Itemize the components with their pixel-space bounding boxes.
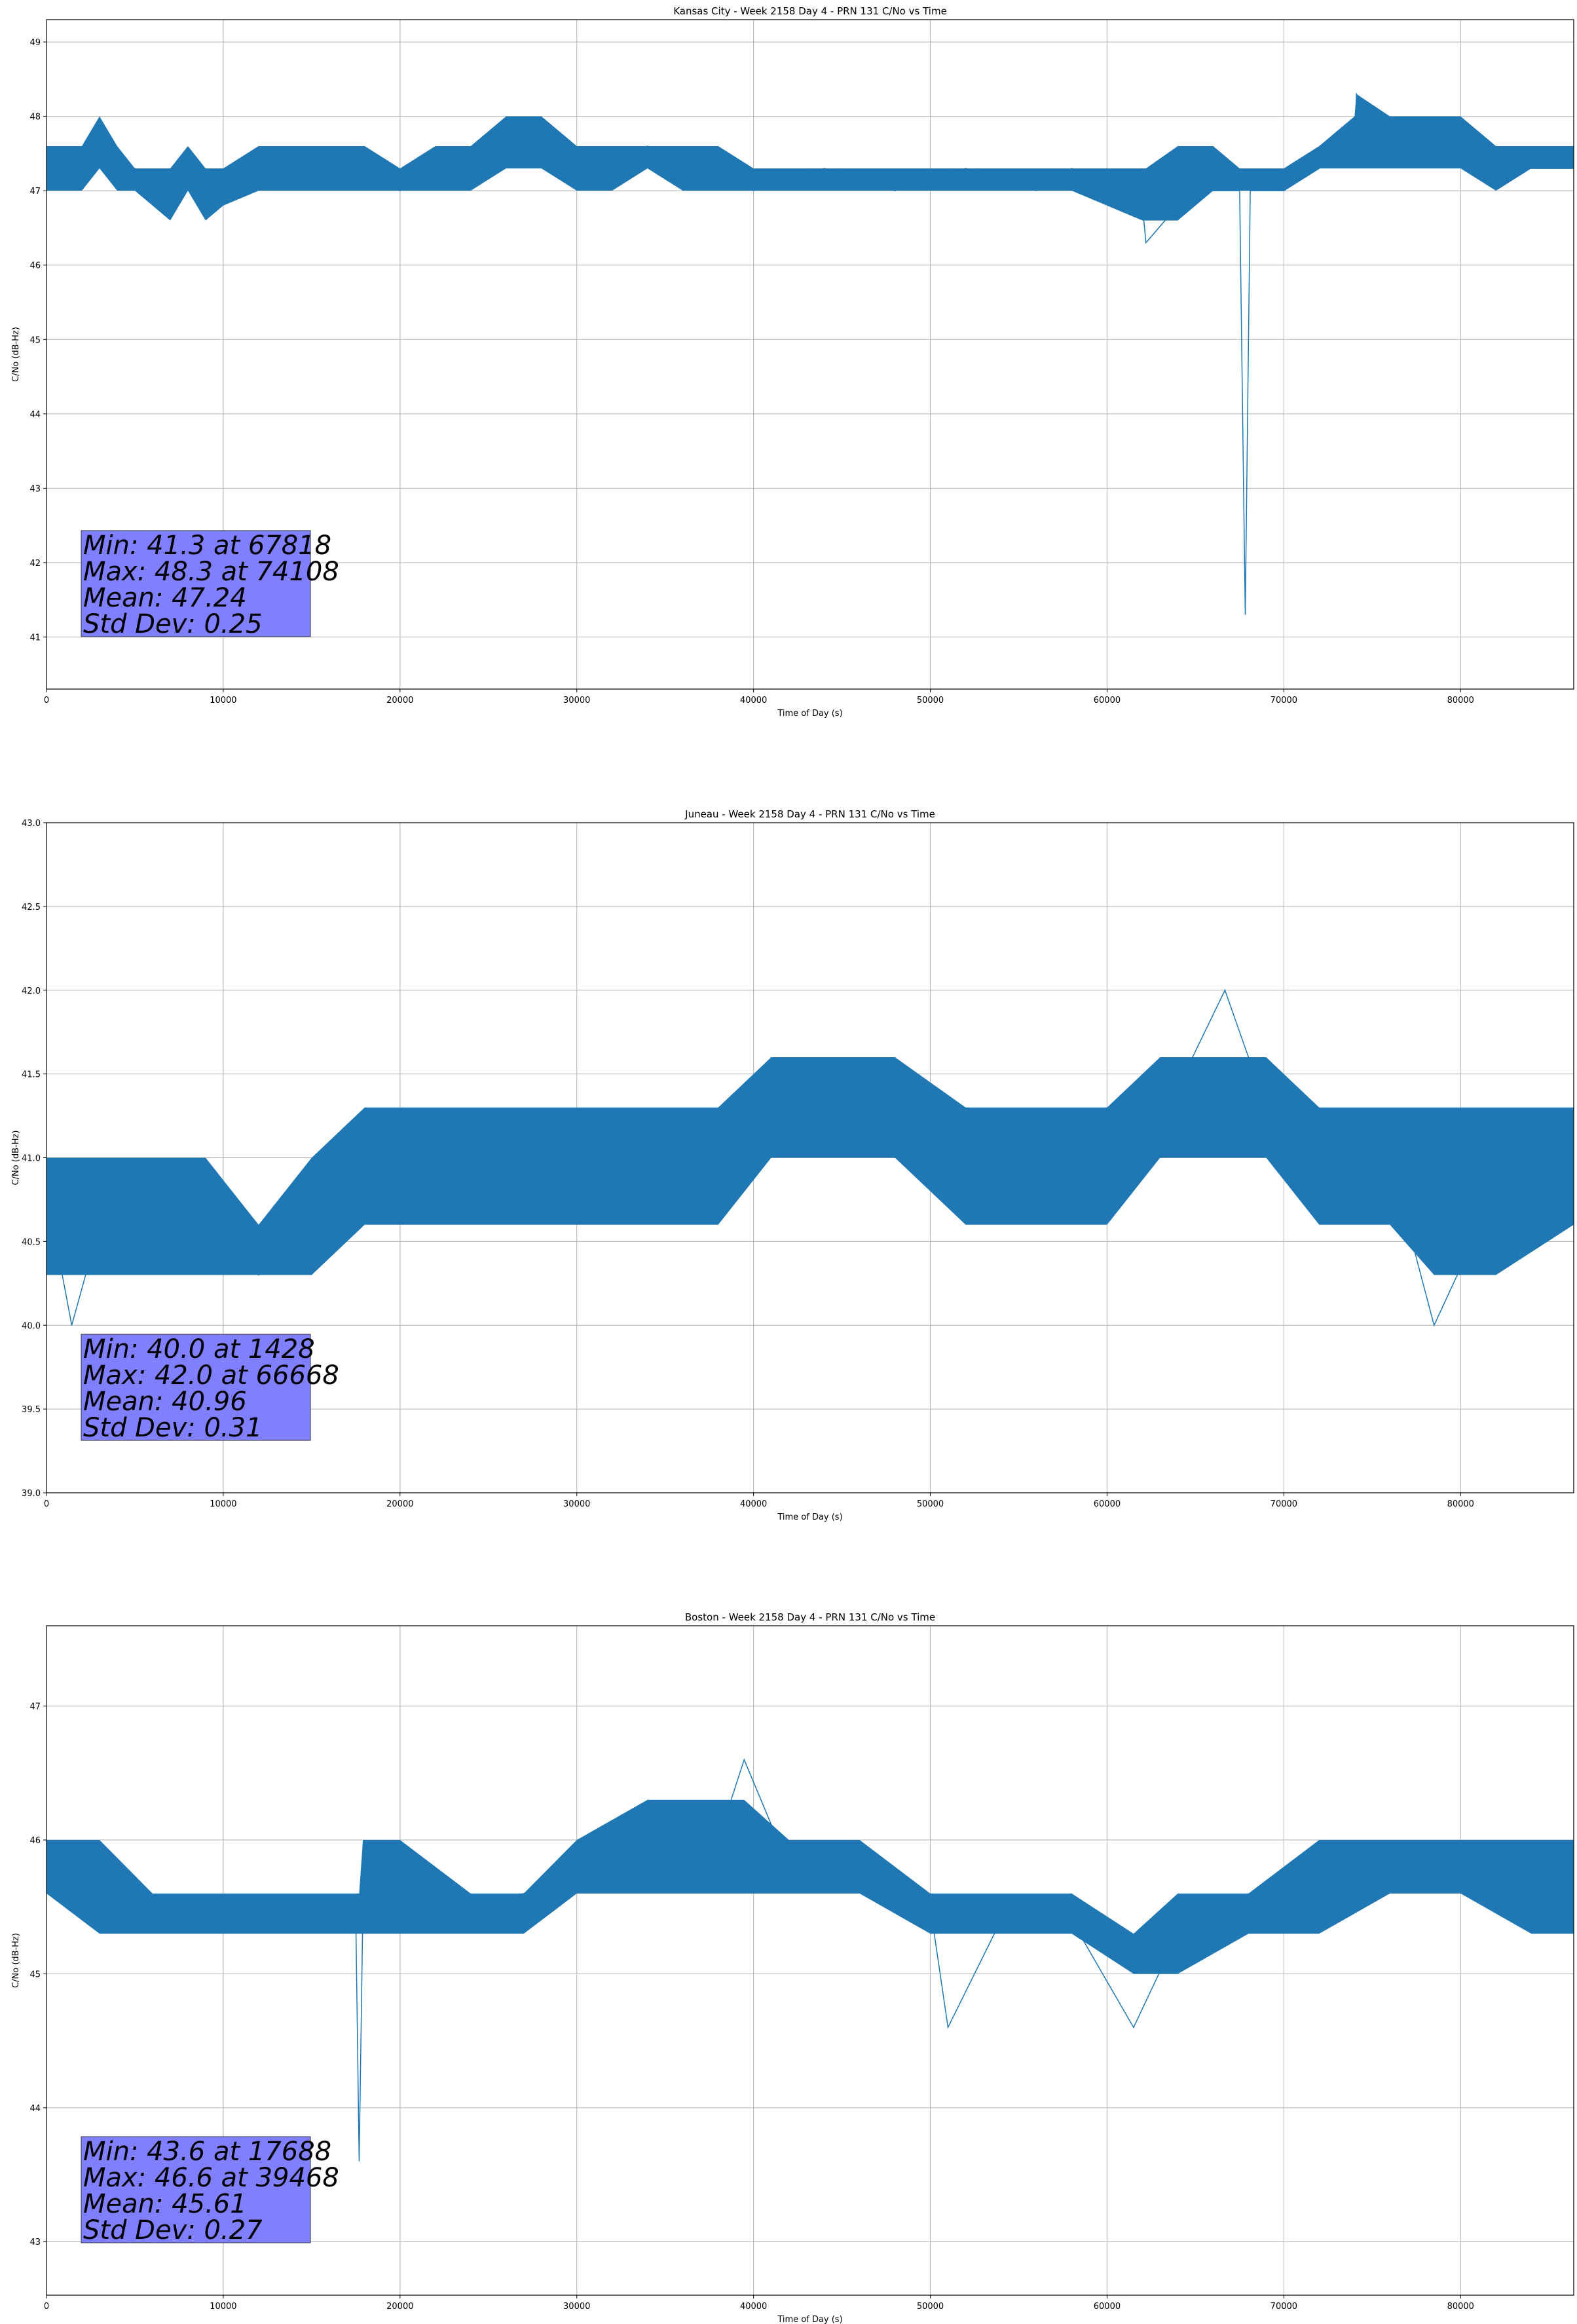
y-tick-label: 45 bbox=[29, 335, 41, 345]
series-band bbox=[46, 1057, 1574, 1275]
stats-line: Max: 42.0 at 66668 bbox=[83, 1360, 339, 1391]
x-tick-label: 10000 bbox=[210, 696, 236, 705]
chart-panel-1: 0 10000 20000 30000 40000 50000 60000 70000 8000… bbox=[11, 5, 1574, 719]
x-tick-label: 70000 bbox=[1271, 2302, 1297, 2312]
x-tick-label: 60000 bbox=[1094, 2302, 1121, 2312]
x-tick-label: 80000 bbox=[1447, 696, 1474, 705]
x-tick-label: 0 bbox=[44, 2302, 49, 2312]
x-tick-label: 50000 bbox=[917, 696, 944, 705]
x-tick-label: 50000 bbox=[917, 1499, 944, 1509]
y-tick-label: 41.5 bbox=[22, 1070, 41, 1080]
y-tick-label: 40.5 bbox=[22, 1237, 41, 1247]
y-tick-label: 46 bbox=[29, 1836, 41, 1846]
y-axis-label: C/No (dB-Hz) bbox=[11, 327, 21, 382]
x-tick-label: 30000 bbox=[563, 1499, 590, 1509]
stats-line: Mean: 40.96 bbox=[83, 1387, 247, 1417]
chart-panel-3: 0 10000 20000 30000 40000 50000 60000 70000 8000… bbox=[11, 1611, 1574, 2324]
x-tick-label: 60000 bbox=[1094, 696, 1121, 705]
x-tick-label: 70000 bbox=[1271, 1499, 1297, 1509]
stats-line: Max: 46.6 at 39468 bbox=[83, 2163, 339, 2193]
x-tick-label: 50000 bbox=[917, 2302, 944, 2312]
x-axis-label: Time of Day (s) bbox=[777, 1512, 842, 1522]
y-axis-label: C/No (dB-Hz) bbox=[11, 1933, 21, 1988]
series-band bbox=[46, 94, 1574, 221]
y-tick-label: 48 bbox=[29, 113, 41, 122]
y-tick-label: 39.5 bbox=[22, 1405, 41, 1415]
y-axis-label: C/No (dB-Hz) bbox=[11, 1131, 21, 1186]
stats-line: Mean: 45.61 bbox=[83, 2189, 247, 2219]
series-line bbox=[46, 92, 1574, 615]
y-tick-label: 39.0 bbox=[22, 1489, 41, 1499]
stats-line: Min: 43.6 at 17688 bbox=[83, 2137, 331, 2167]
y-tick-label: 49 bbox=[29, 38, 41, 48]
x-tick-label: 70000 bbox=[1271, 696, 1297, 705]
series-line bbox=[46, 988, 1574, 1327]
y-tick-label: 45 bbox=[29, 1970, 41, 1979]
x-tick-label: 10000 bbox=[210, 1499, 236, 1509]
y-tick-label: 44 bbox=[29, 2104, 41, 2114]
x-tick-label: 80000 bbox=[1447, 1499, 1474, 1509]
y-tick-label: 42 bbox=[29, 559, 41, 569]
stats-line: Min: 41.3 at 67818 bbox=[83, 531, 331, 561]
y-tick-label: 47 bbox=[29, 187, 41, 197]
x-tick-label: 80000 bbox=[1447, 2302, 1474, 2312]
stats-box bbox=[81, 1334, 311, 1441]
stats-line: Min: 40.0 at 1428 bbox=[83, 1334, 315, 1364]
y-tick-label: 43 bbox=[29, 2238, 41, 2247]
x-tick-label: 10000 bbox=[210, 2302, 236, 2312]
stats-box bbox=[81, 2136, 311, 2243]
chart-title: Juneau - Week 2158 Day 4 - PRN 131 C/No … bbox=[684, 808, 935, 820]
y-tick-label: 42.5 bbox=[22, 903, 41, 912]
y-tick-label: 42.0 bbox=[22, 986, 41, 996]
axes-frame bbox=[46, 1625, 1574, 2296]
x-tick-label: 30000 bbox=[563, 2302, 590, 2312]
x-axis-label: Time of Day (s) bbox=[777, 2315, 842, 2324]
x-tick-label: 30000 bbox=[563, 696, 590, 705]
stats-line: Std Dev: 0.25 bbox=[83, 609, 263, 639]
y-tick-label: 41.0 bbox=[22, 1154, 41, 1164]
y-tick-label: 46 bbox=[29, 261, 41, 271]
series-band bbox=[46, 1799, 1574, 1974]
x-tick-label: 40000 bbox=[740, 1499, 767, 1509]
y-tick-label: 43.0 bbox=[22, 819, 41, 829]
chart-title: Kansas City - Week 2158 Day 4 - PRN 131 … bbox=[673, 5, 947, 17]
x-tick-label: 0 bbox=[44, 696, 49, 705]
stats-line: Std Dev: 0.31 bbox=[83, 1413, 263, 1443]
series-line bbox=[46, 1758, 1574, 2162]
stats-line: Mean: 47.24 bbox=[83, 583, 247, 613]
y-tick-label: 40.0 bbox=[22, 1321, 41, 1331]
x-tick-label: 20000 bbox=[386, 2302, 413, 2312]
axes-frame bbox=[46, 19, 1574, 690]
stats-line: Max: 48.3 at 74108 bbox=[83, 557, 339, 587]
y-tick-label: 43 bbox=[29, 484, 41, 494]
stats-line: Std Dev: 0.27 bbox=[83, 2215, 263, 2245]
x-tick-label: 40000 bbox=[740, 2302, 767, 2312]
stats-box bbox=[81, 530, 311, 637]
x-tick-label: 20000 bbox=[386, 1499, 413, 1509]
y-tick-label: 47 bbox=[29, 1702, 41, 1712]
x-tick-label: 0 bbox=[44, 1499, 49, 1509]
y-tick-label: 44 bbox=[29, 410, 41, 420]
y-tick-label: 41 bbox=[29, 633, 41, 643]
x-tick-label: 40000 bbox=[740, 696, 767, 705]
x-tick-label: 60000 bbox=[1094, 1499, 1121, 1509]
chart-panel-2: 0 10000 20000 30000 40000 50000 60000 70000 8000… bbox=[11, 808, 1574, 1522]
x-axis-label: Time of Day (s) bbox=[777, 709, 842, 719]
chart-title: Boston - Week 2158 Day 4 - PRN 131 C/No … bbox=[685, 1611, 935, 1623]
x-tick-label: 20000 bbox=[386, 696, 413, 705]
